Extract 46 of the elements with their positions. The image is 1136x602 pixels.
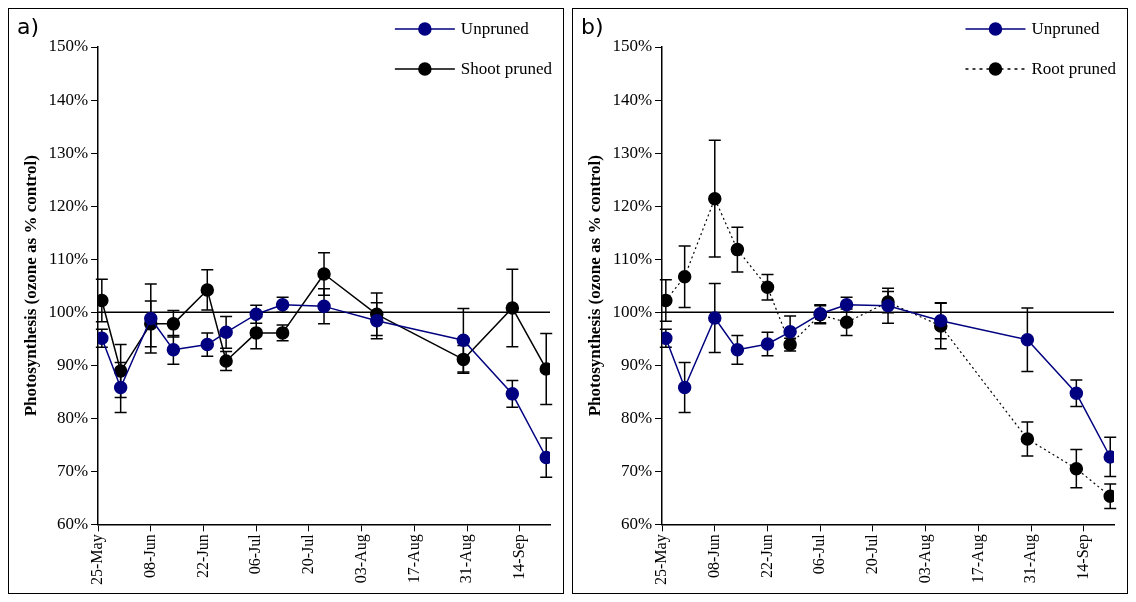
x-tick-label: 14-Sep — [510, 534, 529, 580]
y-axis-title: Photosynthesis (ozone as % control) — [584, 155, 604, 417]
x-tick-label: 17-Aug — [404, 534, 423, 584]
y-tick-label: 80% — [620, 407, 653, 427]
x-tick-label: 31-Aug — [1021, 534, 1040, 584]
x-tick-label: 14-Sep — [1074, 534, 1093, 580]
y-tick-label: 100% — [612, 301, 653, 321]
x-tick-label: 08-Jun — [140, 534, 158, 578]
y-tick-label: 110% — [49, 248, 89, 268]
y-tick-label: 130% — [48, 142, 89, 162]
x-tick-label: 17-Aug — [968, 534, 987, 584]
y-tick-label: 130% — [612, 142, 653, 162]
y-axis-title: Photosynthesis (ozone as % control) — [20, 155, 40, 417]
x-tick-label: 03-Aug — [915, 534, 934, 584]
x-tick-label: 22-Jun — [193, 534, 211, 578]
x-tick-label: 03-Aug — [351, 534, 370, 584]
x-tick-label: 08-Jun — [704, 534, 722, 578]
y-tick-label: 110% — [613, 248, 653, 268]
y-tick-label: 80% — [56, 407, 89, 427]
x-tick-label: 31-Aug — [457, 534, 476, 584]
y-tick-label: 150% — [612, 36, 653, 56]
x-tick-label: 25-May — [652, 534, 671, 585]
x-tick-label: 06-Jul — [810, 533, 828, 575]
x-tick-label: 20-Jul — [299, 533, 317, 575]
y-tick-label: 70% — [56, 460, 89, 480]
y-tick-label: 70% — [620, 460, 653, 480]
text: a) — [17, 13, 40, 39]
x-tick-label: 20-Jul — [863, 533, 881, 575]
y-tick-label: 60% — [620, 513, 653, 533]
y-tick-label: 150% — [48, 36, 89, 56]
text: b) — [581, 13, 604, 39]
y-tick-label: 90% — [620, 354, 653, 374]
x-tick-label: 25-May — [88, 534, 107, 585]
legend-label: Unpruned — [1031, 19, 1100, 39]
y-tick-label: 120% — [48, 195, 89, 215]
legend-label: Shoot pruned — [460, 59, 553, 79]
y-tick-label: 120% — [612, 195, 653, 215]
x-tick-label: 06-Jul — [246, 533, 264, 575]
y-tick-label: 140% — [612, 89, 653, 109]
x-tick-label: 22-Jun — [757, 534, 775, 578]
y-tick-label: 90% — [56, 354, 89, 374]
y-tick-label: 140% — [48, 89, 89, 109]
legend-label: Root pruned — [1031, 59, 1117, 79]
y-tick-label: 100% — [48, 301, 89, 321]
y-tick-label: 60% — [56, 513, 89, 533]
legend-label: Unpruned — [460, 19, 530, 39]
